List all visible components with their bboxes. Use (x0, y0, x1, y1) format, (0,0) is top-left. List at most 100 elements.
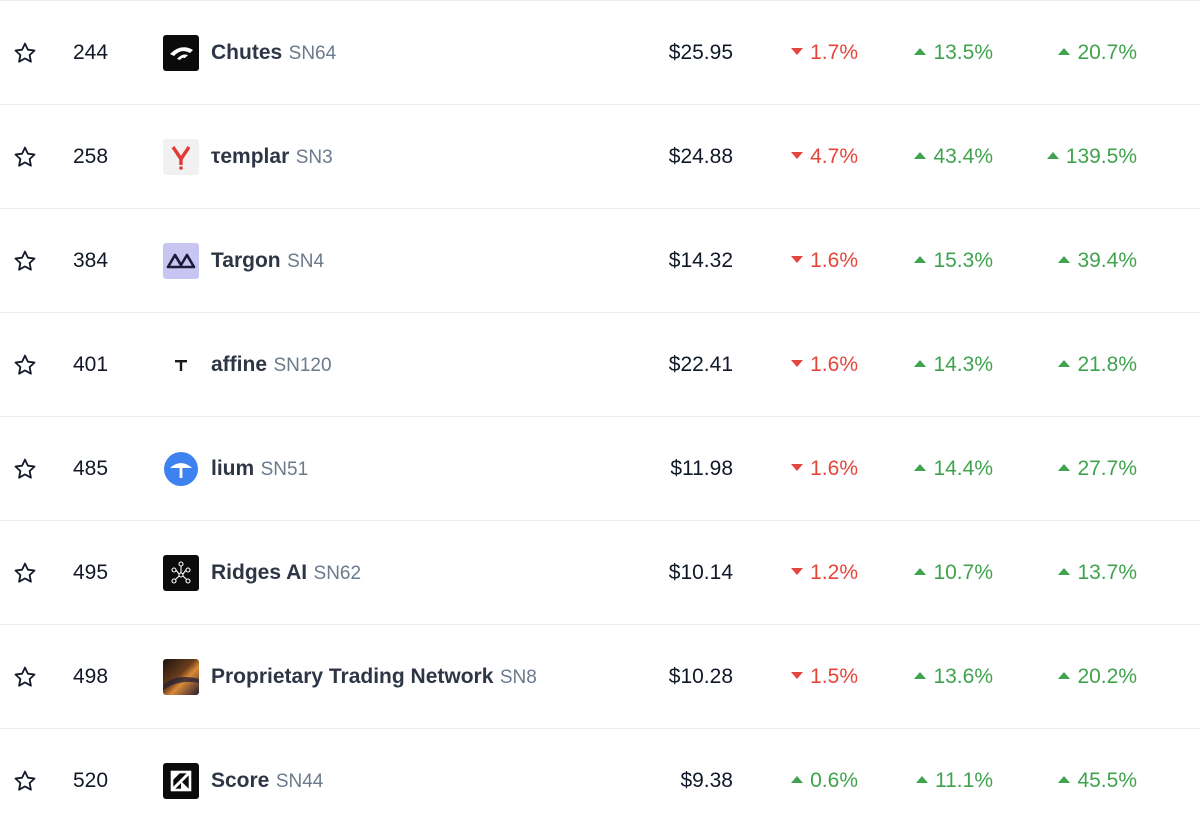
rank-value: 498 (73, 665, 109, 688)
subnet-name-link[interactable]: Score SN44 (211, 729, 323, 834)
change-3-value: 39.4% (1077, 249, 1137, 272)
triangle-up-icon (1058, 47, 1071, 55)
subnet-id: SN64 (288, 43, 337, 64)
triangle-down-icon (791, 359, 804, 367)
triangle-up-icon (914, 359, 927, 367)
change-3-value: 27.7% (1077, 457, 1137, 480)
score-logo-icon (163, 763, 199, 799)
chutes-logo-icon (163, 35, 199, 71)
star-icon[interactable] (13, 561, 37, 585)
subnet-id: SN120 (273, 355, 332, 376)
change-2: 14.4% (914, 417, 993, 520)
change-2-value: 14.4% (933, 457, 993, 480)
change-2: 13.6% (914, 625, 993, 728)
price-value: $11.98 (670, 457, 733, 480)
change-2-value: 14.3% (933, 353, 993, 376)
change-3-value: 45.5% (1077, 769, 1137, 792)
triangle-up-icon (916, 775, 928, 783)
change-2: 13.5% (914, 1, 993, 104)
subnet-name-link[interactable]: Ridges AI SN62 (211, 521, 361, 626)
triangle-down-icon (791, 463, 804, 471)
subnet-name: Score (211, 769, 270, 792)
subnet-name-link[interactable]: Chutes SN64 (211, 1, 336, 106)
triangle-up-icon (914, 151, 927, 159)
change-3: 39.4% (1058, 209, 1137, 312)
rank-value: 401 (73, 353, 109, 376)
change-2: 14.3% (914, 313, 993, 416)
triangle-up-icon (1058, 463, 1071, 471)
table-row[interactable]: 485 lium SN51 $11.98 1.6% 14.4% 27.7% (0, 417, 1200, 521)
price-value: $25.95 (668, 41, 733, 64)
change-2-value: 11.1% (935, 769, 993, 792)
table-row[interactable]: 495 Ridges AI SN62 $10.14 1.2% 10.7% 13.… (0, 521, 1200, 625)
subnet-name-link[interactable]: τemplar SN3 (211, 105, 333, 210)
change-1: 1.6% (791, 417, 858, 520)
subnet-name: Proprietary Trading Network (211, 665, 494, 688)
change-3: 21.8% (1058, 313, 1137, 416)
change-3: 20.7% (1058, 1, 1137, 104)
subnet-name-link[interactable]: Proprietary Trading Network SN8 (211, 625, 537, 730)
triangle-up-icon (1058, 671, 1071, 679)
star-icon[interactable] (13, 769, 37, 793)
rank-value: 384 (73, 249, 109, 272)
change-2-value: 43.4% (933, 145, 993, 168)
change-3-value: 20.7% (1077, 41, 1137, 64)
change-1-value: 0.6% (810, 769, 858, 792)
change-3: 45.5% (1058, 729, 1137, 832)
subnet-name: lium (211, 457, 255, 480)
star-icon[interactable] (13, 665, 37, 689)
change-1: 1.7% (791, 1, 858, 104)
triangle-up-icon (914, 463, 927, 471)
subnet-name-link[interactable]: affine SN120 (211, 313, 332, 418)
star-icon[interactable] (13, 145, 37, 169)
table-row[interactable]: 401 affine SN120 $22.41 1.6% 14.3% 21.8% (0, 313, 1200, 417)
price-value: $14.32 (668, 249, 733, 272)
table-row[interactable]: 384 Targon SN4 $14.32 1.6% 15.3% 39.4% (0, 209, 1200, 313)
subnet-name-link[interactable]: lium SN51 (211, 417, 308, 522)
triangle-up-icon (914, 671, 927, 679)
table-row[interactable]: 244 Chutes SN64 $25.95 1.7% 13.5% 20.7% (0, 1, 1200, 105)
star-icon[interactable] (13, 457, 37, 481)
price-value: $10.28 (668, 665, 733, 688)
subnet-name-link[interactable]: Targon SN4 (211, 209, 324, 314)
change-1: 0.6% (791, 729, 858, 832)
subnet-id: SN44 (275, 771, 324, 792)
change-3: 27.7% (1058, 417, 1137, 520)
change-1-value: 1.6% (810, 457, 858, 480)
subnet-name: Targon (211, 249, 281, 272)
triangle-up-icon (1058, 359, 1071, 367)
change-2-value: 15.3% (933, 249, 993, 272)
rank-value: 258 (73, 145, 109, 168)
change-1-value: 1.2% (810, 561, 858, 584)
star-icon[interactable] (13, 353, 37, 377)
rank-value: 495 (73, 561, 109, 584)
triangle-up-icon (914, 567, 927, 575)
targon-logo-icon (163, 243, 199, 279)
subnet-id: SN3 (295, 147, 333, 168)
triangle-up-icon (1058, 775, 1071, 783)
triangle-up-icon (1058, 255, 1071, 263)
subnet-id: SN51 (260, 459, 309, 480)
table-row[interactable]: 520 Score SN44 $9.38 0.6% 11.1% 45.5% (0, 729, 1200, 832)
subnet-name: τemplar (211, 145, 290, 168)
rank-value: 520 (73, 769, 109, 792)
triangle-down-icon (791, 671, 804, 679)
change-1: 1.2% (791, 521, 858, 624)
change-2: 43.4% (914, 105, 993, 208)
change-1: 4.7% (791, 105, 858, 208)
table-row[interactable]: 258 τemplar SN3 $24.88 4.7% 43.4% 139.5% (0, 105, 1200, 209)
ridges-logo-icon (163, 555, 199, 591)
triangle-up-icon (1046, 151, 1059, 159)
subnet-name: Chutes (211, 41, 283, 64)
triangle-up-icon (1058, 567, 1071, 575)
change-3-value: 139.5% (1065, 145, 1137, 168)
price-value: $10.14 (668, 561, 733, 584)
change-1: 1.6% (791, 313, 858, 416)
rank-value: 244 (73, 41, 109, 64)
table-row[interactable]: 498 Proprietary Trading Network SN8 $10.… (0, 625, 1200, 729)
star-icon[interactable] (13, 41, 37, 65)
change-3: 139.5% (1046, 105, 1137, 208)
triangle-down-icon (791, 47, 804, 55)
star-icon[interactable] (13, 249, 37, 273)
